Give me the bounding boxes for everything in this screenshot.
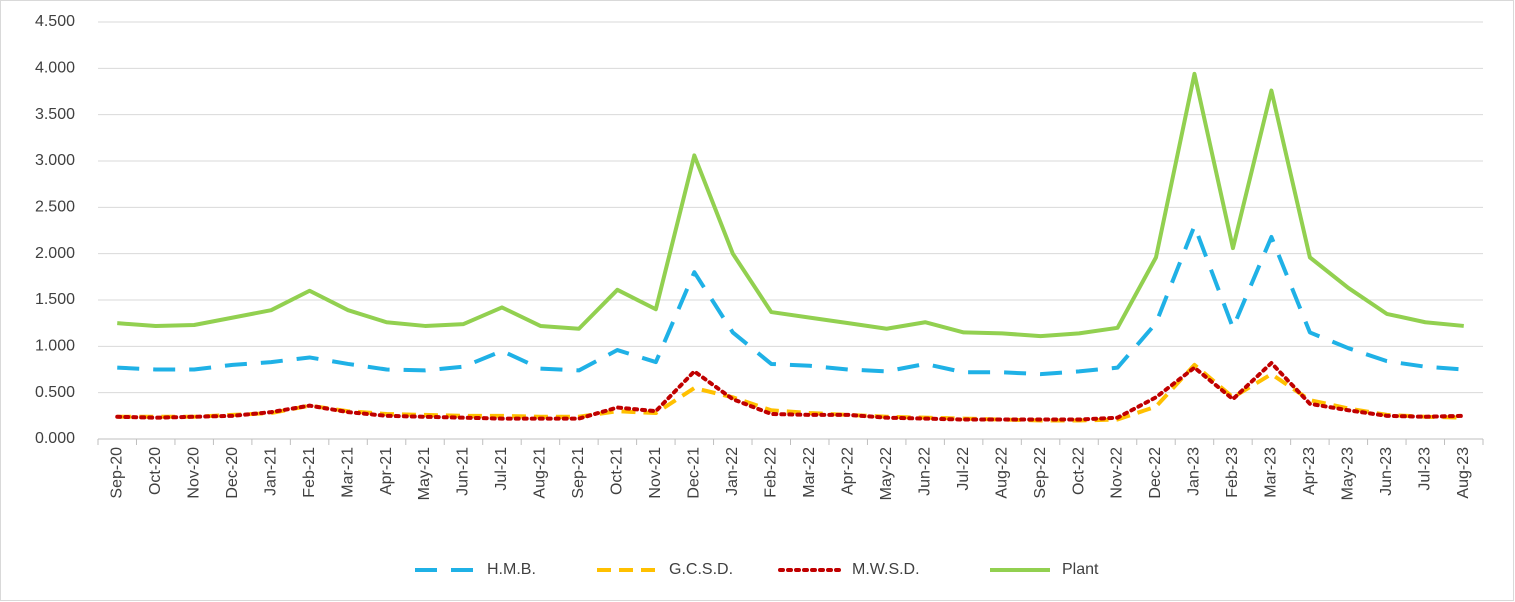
y-tick-label: 3.500 (35, 106, 75, 123)
x-tick-label: Dec-22 (1147, 447, 1164, 499)
x-tick-label: Feb-23 (1224, 447, 1241, 498)
x-tick-label: Jun-21 (455, 447, 472, 496)
x-tick-label: May-22 (878, 447, 895, 500)
x-tick-label: Mar-22 (801, 447, 818, 498)
x-tick-label: Oct-22 (1070, 447, 1087, 495)
x-tick-label: Mar-21 (339, 447, 356, 498)
x-tick-label: Aug-21 (532, 447, 549, 499)
x-tick-label: May-23 (1340, 447, 1357, 500)
x-tick-label: Jan-23 (1186, 447, 1203, 496)
x-tick-label: Dec-20 (224, 447, 241, 499)
series-line (117, 223, 1464, 377)
y-tick-label: 4.500 (35, 13, 75, 30)
x-tick-label: Nov-21 (647, 447, 664, 499)
x-tick-label: Jan-22 (724, 447, 741, 496)
legend-label: Plant (1062, 561, 1099, 578)
x-tick-label: Feb-21 (301, 447, 318, 498)
x-tick-label: Jan-21 (262, 447, 279, 496)
y-tick-label: 2.000 (35, 245, 75, 262)
x-tick-label: Nov-22 (1109, 447, 1126, 499)
x-tick-label: May-21 (416, 447, 433, 500)
x-tick-label: Oct-20 (147, 447, 164, 495)
x-tick-label: Sep-22 (1032, 447, 1049, 499)
legend-label: G.C.S.D. (669, 561, 733, 578)
x-tick-label: Oct-21 (609, 447, 626, 495)
x-tick-label: Sep-20 (108, 447, 125, 499)
y-tick-label: 0.000 (35, 430, 75, 447)
x-tick-label: Jul-23 (1417, 447, 1434, 491)
x-tick-label: Apr-22 (839, 447, 856, 495)
x-tick-label: Nov-20 (185, 447, 202, 499)
x-tick-label: Apr-21 (378, 447, 395, 495)
series-line (117, 71, 1464, 339)
x-tick-label: Jun-22 (916, 447, 933, 496)
y-tick-label: 1.000 (35, 338, 75, 355)
x-tick-label: Sep-21 (570, 447, 587, 499)
x-tick-label: Aug-23 (1455, 447, 1472, 499)
y-tick-label: 4.000 (35, 60, 75, 77)
x-tick-label: Apr-23 (1301, 447, 1318, 495)
series-line (115, 361, 1466, 422)
y-tick-label: 1.500 (35, 291, 75, 308)
legend-label: M.W.S.D. (852, 561, 920, 578)
x-tick-label: Feb-22 (762, 447, 779, 498)
x-tick-label: Aug-22 (993, 447, 1010, 499)
legend-label: H.M.B. (487, 561, 536, 578)
y-tick-label: 3.000 (35, 152, 75, 169)
x-tick-label: Jun-23 (1378, 447, 1395, 496)
y-tick-label: 0.500 (35, 384, 75, 401)
y-tick-label: 2.500 (35, 199, 75, 216)
x-tick-label: Mar-23 (1263, 447, 1280, 498)
x-tick-label: Jul-22 (955, 447, 972, 491)
x-tick-label: Jul-21 (493, 447, 510, 491)
x-tick-label: Dec-21 (686, 447, 703, 499)
